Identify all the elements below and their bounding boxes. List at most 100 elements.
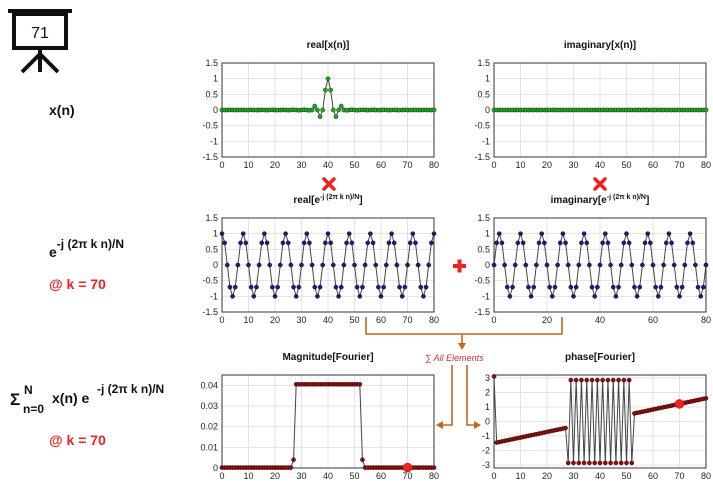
data-point — [634, 294, 640, 299]
x-tick-label: 50 — [621, 160, 631, 170]
plot-frame — [221, 374, 435, 469]
data-point — [589, 377, 595, 383]
data-point — [629, 262, 635, 268]
data-point — [328, 87, 333, 93]
data-point — [603, 460, 608, 466]
data-point — [600, 240, 605, 246]
data-point — [270, 284, 275, 290]
data-point — [288, 465, 294, 470]
x-tick-label: 0 — [219, 315, 224, 325]
data-point — [391, 240, 397, 246]
data-point — [703, 395, 709, 401]
data-point — [637, 284, 643, 290]
data-point — [352, 262, 357, 268]
data-point — [682, 262, 688, 268]
y-tick-label: 0.02 — [200, 422, 218, 432]
data-point — [685, 240, 690, 246]
data-point — [317, 284, 323, 290]
data-point — [523, 262, 529, 268]
y-tick-label: 1 — [485, 74, 490, 84]
data-point — [687, 231, 693, 236]
y-tick-label: -3 — [482, 460, 490, 470]
data-point — [534, 262, 539, 268]
data-point — [613, 294, 619, 299]
x-tick-label: 30 — [296, 315, 306, 325]
data-point — [254, 284, 259, 290]
data-point — [518, 231, 523, 236]
y-tick-label: -1.5 — [474, 307, 490, 317]
data-point — [429, 240, 434, 246]
connector-bracket — [365, 317, 563, 335]
data-point — [494, 240, 499, 246]
x-tick-label: 80 — [701, 315, 711, 325]
y-tick-label: 0 — [213, 105, 218, 115]
data-point — [291, 284, 296, 290]
data-point — [389, 231, 394, 236]
data-point — [259, 240, 265, 246]
data-point — [362, 262, 368, 268]
data-point — [624, 460, 629, 466]
data-point — [610, 377, 616, 383]
data-point — [365, 240, 371, 246]
data-point — [402, 284, 408, 290]
data-point — [656, 294, 661, 299]
data-point — [632, 284, 637, 290]
data-point — [397, 284, 402, 290]
data-point — [341, 262, 347, 268]
data-point — [618, 262, 624, 268]
x-tick-label: 40 — [595, 160, 605, 170]
y-tick-label: 0.5 — [477, 244, 490, 254]
data-point — [690, 240, 696, 246]
data-point — [323, 240, 328, 246]
title-superscript: -j (2π k n)/N — [320, 194, 359, 201]
data-point — [344, 240, 349, 246]
data-point — [592, 294, 598, 299]
x-tick-label: 60 — [648, 471, 658, 481]
data-point — [581, 460, 587, 466]
data-point — [624, 231, 629, 236]
data-point — [315, 294, 320, 299]
data-point — [560, 231, 566, 236]
data-point — [502, 262, 507, 268]
x-tick-label: 60 — [648, 160, 658, 170]
plus-bar-v — [457, 259, 462, 273]
y-tick-label: -1 — [210, 291, 218, 301]
y-tick-label: 0.5 — [477, 89, 490, 99]
sum-formula: Σ N n=0 x(n) e -j (2π k n)/N — [10, 382, 210, 422]
chart-title: real[x(n)] — [307, 40, 350, 51]
data-point — [542, 240, 547, 246]
y-tick-label: -2 — [482, 446, 490, 456]
data-point — [674, 284, 680, 290]
arrow-head-left — [436, 421, 443, 429]
title-main: phase[Fourier] — [565, 352, 635, 363]
data-point — [595, 377, 600, 383]
chart-title: real[e-j (2π k n)/N] — [293, 194, 362, 206]
y-tick-label: 1 — [213, 229, 218, 239]
x-tick-label: 0 — [491, 160, 496, 170]
data-point — [597, 460, 603, 466]
data-point — [407, 240, 413, 246]
y-tick-label: 1.5 — [205, 213, 218, 223]
data-point — [603, 231, 608, 236]
y-tick-label: -0.5 — [202, 276, 218, 286]
data-point — [320, 107, 326, 113]
data-point — [235, 262, 241, 268]
data-point — [520, 240, 526, 246]
data-point — [504, 284, 510, 290]
data-point — [679, 284, 685, 290]
data-point — [544, 262, 550, 268]
x-tick-label: 20 — [270, 160, 280, 170]
y-tick-label: 0 — [485, 417, 490, 427]
highlight-point — [402, 462, 413, 473]
y-tick-label: -1.5 — [474, 152, 490, 162]
data-point — [264, 240, 270, 246]
x-tick-label: 50 — [349, 315, 359, 325]
data-point — [288, 262, 294, 268]
x-tick-label: 40 — [323, 315, 333, 325]
data-point — [573, 284, 579, 290]
data-point — [568, 377, 574, 383]
data-point — [357, 294, 363, 299]
data-point — [272, 294, 278, 299]
highlight-point — [674, 399, 685, 409]
data-point — [246, 262, 251, 268]
